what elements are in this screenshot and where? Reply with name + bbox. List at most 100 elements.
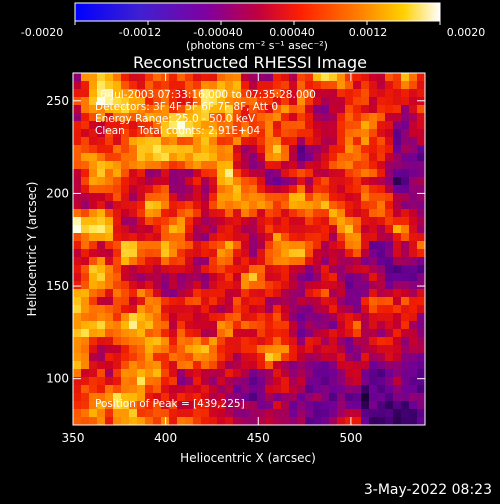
heatmap-cell xyxy=(297,401,306,410)
heatmap-cell xyxy=(73,369,82,378)
heatmap-cell xyxy=(377,105,386,114)
heatmap-cell xyxy=(89,409,98,418)
heatmap-cell xyxy=(361,265,370,274)
heatmap-cell xyxy=(161,153,170,162)
heatmap-cell xyxy=(361,129,370,138)
heatmap-cell xyxy=(369,121,378,130)
heatmap-cell xyxy=(345,97,354,106)
heatmap-cell xyxy=(193,393,202,402)
heatmap-cell xyxy=(73,137,82,146)
heatmap-cell xyxy=(105,353,114,362)
heatmap-cell xyxy=(393,417,402,425)
heatmap-cell xyxy=(249,249,258,258)
heatmap-cell xyxy=(209,241,218,250)
heatmap-cell xyxy=(377,137,386,146)
heatmap-cell xyxy=(217,353,226,362)
heatmap-cell xyxy=(289,329,298,338)
heatmap-cell xyxy=(97,369,106,378)
heatmap-cell xyxy=(137,313,146,322)
heatmap-cell xyxy=(185,113,194,122)
heatmap-cell xyxy=(409,73,418,82)
heatmap-cell xyxy=(249,217,258,226)
heatmap-cell xyxy=(129,353,138,362)
heatmap-cell xyxy=(201,73,210,82)
heatmap-cell xyxy=(97,329,106,338)
heatmap-cell xyxy=(401,401,410,410)
heatmap-cell xyxy=(289,249,298,258)
heatmap-cell xyxy=(73,169,82,178)
heatmap-cell xyxy=(417,401,425,410)
heatmap-cell xyxy=(177,305,186,314)
heatmap-cell xyxy=(321,97,330,106)
heatmap-cell xyxy=(369,409,378,418)
heatmap-cell xyxy=(105,313,114,322)
heatmap-cell xyxy=(113,361,122,370)
heatmap-cell xyxy=(153,329,162,338)
heatmap-cell xyxy=(273,137,282,146)
heatmap-cell xyxy=(369,105,378,114)
heatmap-cell xyxy=(345,89,354,98)
heatmap-cell xyxy=(97,289,106,298)
heatmap-cell xyxy=(193,137,202,146)
heatmap-cell xyxy=(233,265,242,274)
heatmap-cell xyxy=(313,377,322,386)
heatmap-cell xyxy=(113,201,122,210)
heatmap-cell xyxy=(241,401,250,410)
heatmap-cell xyxy=(337,273,346,282)
heatmap-cell xyxy=(241,249,250,258)
heatmap-cell xyxy=(361,233,370,242)
heatmap-cell xyxy=(321,297,330,306)
heatmap-cell xyxy=(265,361,274,370)
heatmap-cell xyxy=(385,337,394,346)
heatmap-cell xyxy=(345,345,354,354)
heatmap-cell xyxy=(89,233,98,242)
heatmap-cell xyxy=(417,161,425,170)
heatmap-cell xyxy=(81,257,90,266)
heatmap-cell xyxy=(249,177,258,186)
heatmap-cell xyxy=(265,257,274,266)
heatmap-cell xyxy=(193,169,202,178)
heatmap-cell xyxy=(233,257,242,266)
heatmap-cell xyxy=(105,417,114,425)
heatmap-cell xyxy=(401,273,410,282)
heatmap-cell xyxy=(129,145,138,154)
heatmap-cell xyxy=(129,241,138,250)
heatmap-cell xyxy=(289,73,298,82)
heatmap-cell xyxy=(201,249,210,258)
heatmap-cell xyxy=(121,321,130,330)
heatmap-cell xyxy=(401,113,410,122)
heatmap-cell xyxy=(97,305,106,314)
heatmap-cell xyxy=(321,217,330,226)
heatmap-cell xyxy=(345,385,354,394)
heatmap-cell xyxy=(313,369,322,378)
heatmap-cell xyxy=(257,201,266,210)
heatmap-cell xyxy=(233,105,242,114)
heatmap-cell xyxy=(129,321,138,330)
heatmap-cell xyxy=(305,313,314,322)
heatmap-cell xyxy=(89,289,98,298)
heatmap-cell xyxy=(313,289,322,298)
heatmap-cell xyxy=(153,153,162,162)
heatmap-cell xyxy=(417,137,425,146)
heatmap-cell xyxy=(353,145,362,154)
heatmap-cell xyxy=(313,73,322,82)
heatmap-cell xyxy=(289,409,298,418)
heatmap-cell xyxy=(113,225,122,234)
heatmap-cell xyxy=(377,169,386,178)
heatmap-cell xyxy=(385,313,394,322)
heatmap-cell xyxy=(161,361,170,370)
heatmap-cell xyxy=(193,73,202,82)
heatmap-cell xyxy=(265,89,274,98)
heatmap-cell xyxy=(145,105,154,114)
heatmap-cell xyxy=(169,281,178,290)
heatmap-cell xyxy=(201,305,210,314)
heatmap-cell xyxy=(89,121,98,130)
heatmap-cell xyxy=(121,361,130,370)
heatmap-cell xyxy=(369,89,378,98)
heatmap-cell xyxy=(105,153,114,162)
heatmap-cell xyxy=(329,361,338,370)
heatmap-cell xyxy=(305,297,314,306)
heatmap-cell xyxy=(329,265,338,274)
heatmap-cell xyxy=(353,249,362,258)
heatmap-cell xyxy=(289,377,298,386)
